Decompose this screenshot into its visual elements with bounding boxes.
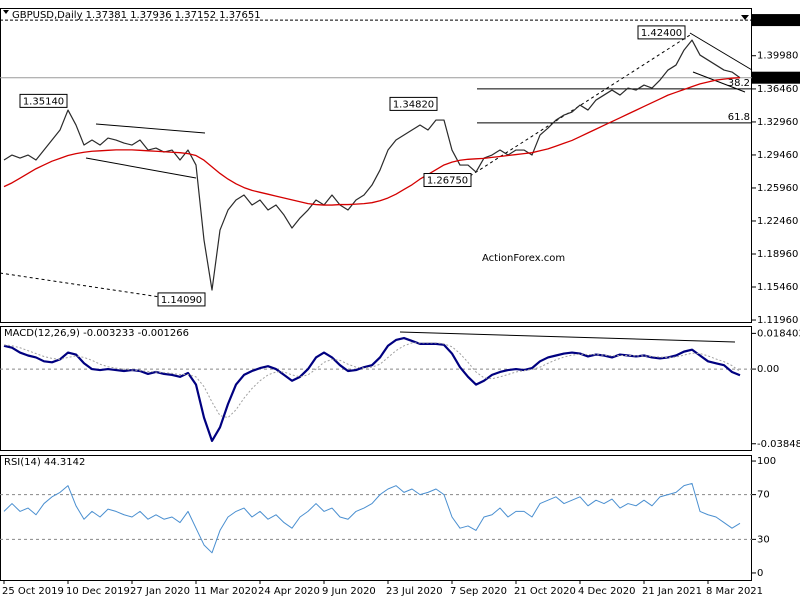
y-tick-label: 30 bbox=[757, 534, 770, 545]
trend-line bbox=[399, 331, 736, 343]
marker-box bbox=[752, 14, 800, 27]
x-tick-label: 8 Mar 2021 bbox=[706, 586, 763, 597]
trend-line bbox=[692, 71, 746, 93]
x-tick-label: 11 Mar 2020 bbox=[194, 586, 257, 597]
marker-label: 1.43760 bbox=[756, 15, 797, 26]
y-tick-label: 70 bbox=[757, 490, 770, 501]
y-tick-label: 100 bbox=[757, 456, 776, 467]
y-tick-label: 0.00 bbox=[757, 364, 779, 375]
x-tick-label: 10 Dec 2019 bbox=[66, 586, 130, 597]
marker-label: 1.37651 bbox=[756, 73, 797, 84]
trend-line bbox=[95, 123, 206, 134]
title-arrow bbox=[3, 10, 9, 14]
series-line bbox=[3, 342, 741, 419]
x-tick-label: 9 Jun 2020 bbox=[322, 586, 376, 597]
annotation-label: 1.35140 bbox=[23, 96, 64, 107]
y-tick-label: -0.038483 bbox=[757, 439, 800, 450]
trend-line bbox=[0, 272, 161, 298]
annotation-box bbox=[157, 292, 206, 307]
x-tick-label: 24 Apr 2020 bbox=[258, 586, 320, 597]
annotation-box bbox=[389, 96, 438, 111]
y-tick-label: 1.18960 bbox=[757, 249, 798, 260]
x-tick-label: 21 Oct 2020 bbox=[514, 586, 576, 597]
x-tick-label: 27 Jan 2020 bbox=[130, 586, 190, 597]
menu-arrow bbox=[741, 15, 749, 20]
annotation-box bbox=[19, 93, 68, 108]
annotation-label: 1.42400 bbox=[641, 28, 682, 39]
marker-box bbox=[752, 71, 800, 84]
x-tick-label: 25 Oct 2019 bbox=[2, 586, 64, 597]
panel-frame bbox=[0, 8, 752, 323]
trend-line bbox=[85, 157, 197, 179]
series-line bbox=[3, 482, 741, 554]
annotation-box bbox=[423, 173, 472, 188]
x-tick-label: 7 Sep 2020 bbox=[450, 586, 507, 597]
annotation-label: 1.26750 bbox=[427, 176, 468, 187]
y-tick-label: 1.22460 bbox=[757, 216, 798, 227]
series-line bbox=[3, 39, 741, 291]
y-tick-label: 1.25960 bbox=[757, 183, 798, 194]
y-tick-label: 1.15460 bbox=[757, 282, 798, 293]
trend-line bbox=[689, 32, 753, 71]
annotation-label: 1.34820 bbox=[393, 99, 434, 110]
y-tick-label: 1.39980 bbox=[757, 51, 798, 62]
fib-label: 61.8 bbox=[728, 112, 750, 123]
panel-title: GBPUSD,Daily 1.37381 1.37936 1.37152 1.3… bbox=[12, 10, 261, 21]
y-tick-label: 1.29460 bbox=[757, 150, 798, 161]
y-tick-label: 1.11960 bbox=[757, 315, 798, 326]
panel-title: MACD(12,26,9) -0.003233 -0.001266 bbox=[4, 328, 189, 339]
x-tick-label: 21 Jan 2021 bbox=[642, 586, 702, 597]
x-tick-label: 4 Dec 2020 bbox=[578, 586, 636, 597]
panel-frame bbox=[0, 455, 752, 581]
y-tick-label: 1.36460 bbox=[757, 84, 798, 95]
annotation-box bbox=[637, 25, 686, 40]
panel-frame bbox=[0, 326, 752, 451]
y-tick-label: 1.32960 bbox=[757, 117, 798, 128]
series-line bbox=[3, 77, 741, 206]
trend-line bbox=[469, 34, 691, 177]
annotation-label: 1.14090 bbox=[161, 295, 202, 306]
fib-label: 38.2 bbox=[728, 78, 750, 89]
y-tick-label: 0.018403 bbox=[757, 328, 800, 339]
x-tick-label: 23 Jul 2020 bbox=[386, 586, 443, 597]
y-tick-label: 0 bbox=[757, 568, 763, 579]
watermark: ActionForex.com bbox=[482, 253, 565, 264]
panel-title: RSI(14) 44.3142 bbox=[4, 457, 85, 468]
